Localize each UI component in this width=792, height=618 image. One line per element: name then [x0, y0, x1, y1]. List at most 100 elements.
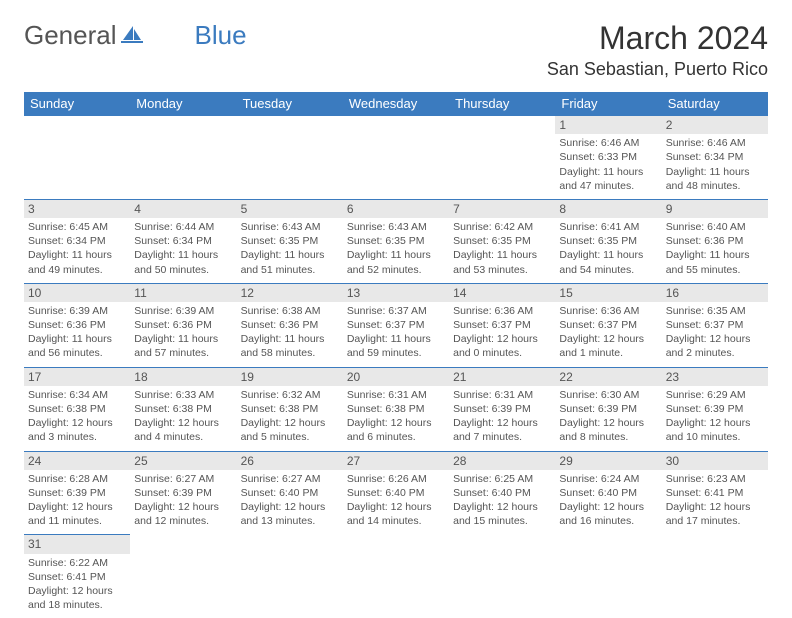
- sunrise-line: Sunrise: 6:43 AM: [347, 220, 445, 234]
- header: GeneralBlue March 2024 San Sebastian, Pu…: [24, 20, 768, 80]
- sunset-line: Sunset: 6:40 PM: [347, 486, 445, 500]
- day-number: 10: [24, 284, 130, 302]
- month-title: March 2024: [547, 20, 768, 57]
- daylight-line: Daylight: 12 hours and 11 minutes.: [28, 500, 126, 528]
- calendar-row: 17Sunrise: 6:34 AMSunset: 6:38 PMDayligh…: [24, 367, 768, 451]
- calendar-cell: 29Sunrise: 6:24 AMSunset: 6:40 PMDayligh…: [555, 451, 661, 535]
- day-number: 13: [343, 284, 449, 302]
- sunrise-line: Sunrise: 6:23 AM: [666, 472, 764, 486]
- logo-text-blue: Blue: [195, 20, 247, 51]
- sunrise-line: Sunrise: 6:27 AM: [241, 472, 339, 486]
- calendar-cell: [555, 535, 661, 618]
- calendar-cell: 19Sunrise: 6:32 AMSunset: 6:38 PMDayligh…: [237, 367, 343, 451]
- daylight-line: Daylight: 11 hours and 52 minutes.: [347, 248, 445, 276]
- sunrise-line: Sunrise: 6:30 AM: [559, 388, 657, 402]
- daylight-line: Daylight: 12 hours and 8 minutes.: [559, 416, 657, 444]
- sunrise-line: Sunrise: 6:43 AM: [241, 220, 339, 234]
- day-number: 27: [343, 452, 449, 470]
- calendar-cell: 1Sunrise: 6:46 AMSunset: 6:33 PMDaylight…: [555, 116, 661, 200]
- calendar-cell: [662, 535, 768, 618]
- location: San Sebastian, Puerto Rico: [547, 59, 768, 80]
- day-number: 12: [237, 284, 343, 302]
- day-number: 22: [555, 368, 661, 386]
- sunset-line: Sunset: 6:37 PM: [559, 318, 657, 332]
- sunset-line: Sunset: 6:39 PM: [28, 486, 126, 500]
- sunrise-line: Sunrise: 6:38 AM: [241, 304, 339, 318]
- sunrise-line: Sunrise: 6:24 AM: [559, 472, 657, 486]
- day-number: 19: [237, 368, 343, 386]
- logo: GeneralBlue: [24, 20, 247, 51]
- daylight-line: Daylight: 12 hours and 6 minutes.: [347, 416, 445, 444]
- day-number: 3: [24, 200, 130, 218]
- sunrise-line: Sunrise: 6:29 AM: [666, 388, 764, 402]
- day-number: 28: [449, 452, 555, 470]
- day-number: 23: [662, 368, 768, 386]
- daylight-line: Daylight: 12 hours and 7 minutes.: [453, 416, 551, 444]
- calendar-cell: 6Sunrise: 6:43 AMSunset: 6:35 PMDaylight…: [343, 199, 449, 283]
- sunrise-line: Sunrise: 6:27 AM: [134, 472, 232, 486]
- weekday-header: Tuesday: [237, 92, 343, 116]
- sunset-line: Sunset: 6:37 PM: [347, 318, 445, 332]
- sunrise-line: Sunrise: 6:44 AM: [134, 220, 232, 234]
- calendar-cell: 25 Sunrise: 6:27 AMSunset: 6:39 PMDayligh…: [130, 451, 236, 535]
- sunrise-line: Sunrise: 6:46 AM: [666, 136, 764, 150]
- day-number: 25: [130, 452, 236, 470]
- calendar-cell: 11Sunrise: 6:39 AMSunset: 6:36 PMDayligh…: [130, 283, 236, 367]
- calendar-cell: [237, 116, 343, 200]
- sunrise-line: Sunrise: 6:25 AM: [453, 472, 551, 486]
- daylight-line: Daylight: 12 hours and 13 minutes.: [241, 500, 339, 528]
- sunset-line: Sunset: 6:35 PM: [559, 234, 657, 248]
- weekday-header-row: SundayMondayTuesdayWednesdayThursdayFrid…: [24, 92, 768, 116]
- day-number: 7: [449, 200, 555, 218]
- day-number: 4: [130, 200, 236, 218]
- sunset-line: Sunset: 6:35 PM: [453, 234, 551, 248]
- day-number: 5: [237, 200, 343, 218]
- sunset-line: Sunset: 6:36 PM: [666, 234, 764, 248]
- sunset-line: Sunset: 6:34 PM: [28, 234, 126, 248]
- calendar-row: 1Sunrise: 6:46 AMSunset: 6:33 PMDaylight…: [24, 116, 768, 200]
- calendar-cell: 27Sunrise: 6:26 AMSunset: 6:40 PMDayligh…: [343, 451, 449, 535]
- sunset-line: Sunset: 6:41 PM: [28, 570, 126, 584]
- sunrise-line: Sunrise: 6:26 AM: [347, 472, 445, 486]
- day-number: 11: [130, 284, 236, 302]
- calendar-cell: 5Sunrise: 6:43 AMSunset: 6:35 PMDaylight…: [237, 199, 343, 283]
- daylight-line: Daylight: 11 hours and 59 minutes.: [347, 332, 445, 360]
- title-block: March 2024 San Sebastian, Puerto Rico: [547, 20, 768, 80]
- calendar-cell: 16Sunrise: 6:35 AMSunset: 6:37 PMDayligh…: [662, 283, 768, 367]
- daylight-line: Daylight: 12 hours and 12 minutes.: [134, 500, 232, 528]
- day-number: 24: [24, 452, 130, 470]
- daylight-line: Daylight: 11 hours and 58 minutes.: [241, 332, 339, 360]
- sunset-line: Sunset: 6:39 PM: [453, 402, 551, 416]
- sunrise-line: Sunrise: 6:33 AM: [134, 388, 232, 402]
- calendar-cell: [343, 535, 449, 618]
- day-number: 17: [24, 368, 130, 386]
- sunset-line: Sunset: 6:38 PM: [134, 402, 232, 416]
- calendar-cell: 10Sunrise: 6:39 AMSunset: 6:36 PMDayligh…: [24, 283, 130, 367]
- calendar-cell: 2Sunrise: 6:46 AMSunset: 6:34 PMDaylight…: [662, 116, 768, 200]
- sunrise-line: Sunrise: 6:28 AM: [28, 472, 126, 486]
- calendar-cell: 13Sunrise: 6:37 AMSunset: 6:37 PMDayligh…: [343, 283, 449, 367]
- sunrise-line: Sunrise: 6:36 AM: [559, 304, 657, 318]
- weekday-header: Friday: [555, 92, 661, 116]
- sunset-line: Sunset: 6:33 PM: [559, 150, 657, 164]
- sunset-line: Sunset: 6:39 PM: [666, 402, 764, 416]
- daylight-line: Daylight: 12 hours and 1 minute.: [559, 332, 657, 360]
- calendar-cell: 23 Sunrise: 6:29 AMSunset: 6:39 PMDayligh…: [662, 367, 768, 451]
- daylight-line: Daylight: 11 hours and 53 minutes.: [453, 248, 551, 276]
- day-number: 6: [343, 200, 449, 218]
- calendar-cell: [449, 535, 555, 618]
- sunset-line: Sunset: 6:39 PM: [134, 486, 232, 500]
- daylight-line: Daylight: 12 hours and 2 minutes.: [666, 332, 764, 360]
- day-number: 16: [662, 284, 768, 302]
- daylight-line: Daylight: 11 hours and 56 minutes.: [28, 332, 126, 360]
- calendar-body: 1Sunrise: 6:46 AMSunset: 6:33 PMDaylight…: [24, 116, 768, 618]
- sunrise-line: Sunrise: 6:31 AM: [347, 388, 445, 402]
- daylight-line: Daylight: 11 hours and 47 minutes.: [559, 165, 657, 193]
- daylight-line: Daylight: 12 hours and 10 minutes.: [666, 416, 764, 444]
- sunrise-line: Sunrise: 6:22 AM: [28, 556, 126, 570]
- calendar-cell: 21Sunrise: 6:31 AMSunset: 6:39 PMDayligh…: [449, 367, 555, 451]
- calendar-cell: 12Sunrise: 6:38 AMSunset: 6:36 PMDayligh…: [237, 283, 343, 367]
- daylight-line: Daylight: 11 hours and 57 minutes.: [134, 332, 232, 360]
- daylight-line: Daylight: 12 hours and 17 minutes.: [666, 500, 764, 528]
- calendar-cell: 4Sunrise: 6:44 AMSunset: 6:34 PMDaylight…: [130, 199, 236, 283]
